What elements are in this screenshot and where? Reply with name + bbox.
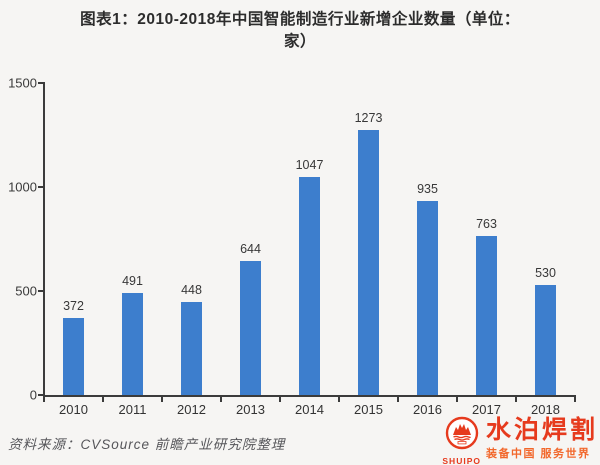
x-axis-tick xyxy=(338,395,340,402)
bar-value-label: 1047 xyxy=(295,158,324,173)
x-axis-tick xyxy=(279,395,281,402)
brand-latin-name: SHUIPO xyxy=(442,456,481,465)
bar-value-label: 935 xyxy=(417,181,438,196)
x-axis-tick xyxy=(397,395,399,402)
bar-value-label: 1273 xyxy=(354,111,383,126)
y-axis-tick xyxy=(38,186,43,188)
bar xyxy=(535,284,556,395)
y-axis-tick xyxy=(38,82,43,84)
x-axis-label: 2014 xyxy=(295,402,324,417)
source-note: 资料来源：CVSource 前瞻产业研究院整理 xyxy=(8,437,286,452)
x-axis-tick xyxy=(456,395,458,402)
y-axis-line xyxy=(43,82,45,397)
x-axis-tick xyxy=(161,395,163,402)
bar-value-label: 372 xyxy=(63,298,84,313)
x-axis-label: 2010 xyxy=(59,402,88,417)
page-title-line-1: 图表1：2010-2018年中国智能制造行业新增企业数量（单位： xyxy=(80,11,520,28)
bar xyxy=(240,261,261,395)
bar xyxy=(63,317,84,395)
x-axis-label: 2018 xyxy=(531,402,560,417)
bar-value-label: 530 xyxy=(535,265,556,280)
y-axis-tick-label: 1500 xyxy=(8,75,37,91)
page-title: 图表1：2010-2018年中国智能制造行业新增企业数量（单位： 家） xyxy=(0,9,600,53)
x-axis-label: 2017 xyxy=(472,402,501,417)
bar xyxy=(476,236,497,395)
x-axis-tick xyxy=(515,395,517,402)
x-axis-label: 2012 xyxy=(177,402,206,417)
brand-logo: SHUIPO 水泊焊割 装备中国 服务世界 xyxy=(442,416,598,465)
y-axis-tick xyxy=(38,290,43,292)
x-axis-label: 2015 xyxy=(354,402,383,417)
bar-value-label: 491 xyxy=(122,273,143,288)
x-axis-tick xyxy=(102,395,104,402)
x-axis-tick xyxy=(574,395,576,402)
bar-value-label: 763 xyxy=(476,217,497,232)
brand-slogan: 装备中国 服务世界 xyxy=(485,448,591,460)
x-axis-label: 2011 xyxy=(118,402,147,417)
x-axis-tick xyxy=(43,395,45,402)
y-axis-tick-label: 1000 xyxy=(8,179,37,195)
x-axis-label: 2016 xyxy=(413,402,442,417)
bar xyxy=(417,200,438,395)
bar xyxy=(299,177,320,395)
page-title-line-2: 家） xyxy=(283,33,316,50)
y-axis-tick-label: 500 xyxy=(15,283,37,299)
y-axis-tick-label: 0 xyxy=(29,387,37,403)
x-axis-label: 2013 xyxy=(236,402,265,417)
bar-chart: 0 500 1000 1500 372 2010 491 2011 448 2012 644 2013… xyxy=(0,70,600,426)
bar-value-label: 644 xyxy=(240,242,261,257)
bar-value-label: 448 xyxy=(181,282,202,297)
x-axis-line xyxy=(43,395,576,397)
bar xyxy=(358,130,379,395)
brand-name: 水泊焊割 xyxy=(485,416,598,444)
bar xyxy=(181,301,202,395)
bar xyxy=(122,292,143,395)
y-axis-tick xyxy=(38,394,43,396)
shuipo-mountain-logo-icon xyxy=(445,416,479,455)
x-axis-tick xyxy=(220,395,222,402)
